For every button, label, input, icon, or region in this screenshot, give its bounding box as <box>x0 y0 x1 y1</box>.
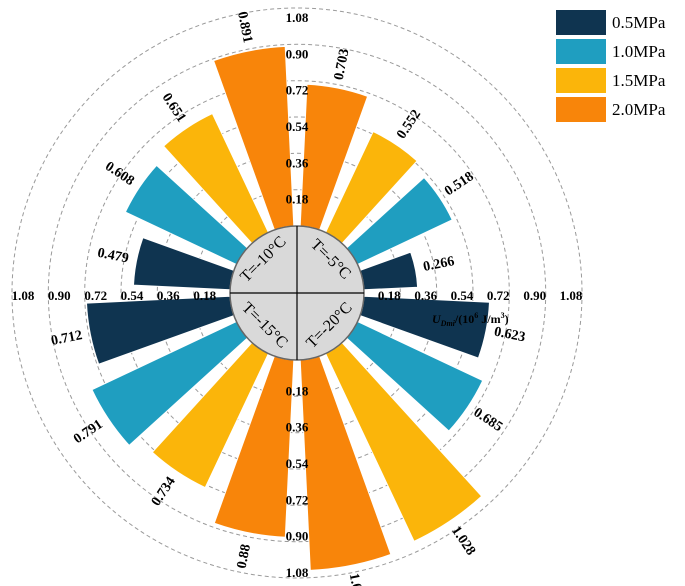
legend: 0.5MPa 1.0MPa 1.5MPa 2.0MPa <box>556 10 666 122</box>
value-label-g2-s3: 0.88 <box>235 543 254 570</box>
tick-top-1: 0.36 <box>286 155 309 170</box>
value-label-g3-s2: 1.028 <box>448 524 478 559</box>
tick-left-3: 0.72 <box>84 288 107 303</box>
radial-tick-labels: 0.18 0.18 0.18 0.18 0.36 0.36 0.36 0.36 0.54 0.54… <box>12 10 583 580</box>
legend-label-2: 1.5MPa <box>612 71 666 90</box>
tick-top-0: 0.18 <box>286 192 309 207</box>
value-label-g0-s1: 0.518 <box>442 169 477 199</box>
tick-top-4: 0.90 <box>286 46 309 61</box>
value-label-g2-s2: 0.734 <box>149 474 179 509</box>
tick-left-4: 0.90 <box>48 288 71 303</box>
value-label-g1-s1: 0.608 <box>102 159 137 189</box>
tick-right-0: 0.18 <box>378 288 401 303</box>
legend-swatch-1 <box>556 39 606 64</box>
tick-left-5: 1.08 <box>12 288 35 303</box>
value-label-g3-s0: 0.623 <box>493 325 527 346</box>
legend-swatch-3 <box>556 97 606 122</box>
grid-circle-0 <box>193 189 401 397</box>
grid-circle-4 <box>47 43 547 543</box>
value-label-g2-s1: 0.791 <box>71 417 106 447</box>
tick-bottom-3: 0.72 <box>286 492 309 507</box>
radial-axis-title: UDmi/(106 J/m3) <box>432 311 509 328</box>
legend-label-1: 1.0MPa <box>612 42 666 61</box>
bars <box>85 45 491 571</box>
legend-label-3: 2.0MPa <box>612 100 666 119</box>
tick-top-3: 0.72 <box>286 83 309 98</box>
tick-left-1: 0.36 <box>157 288 180 303</box>
tick-right-2: 0.54 <box>451 288 474 303</box>
tick-right-4: 0.90 <box>523 288 546 303</box>
tick-right-5: 1.08 <box>560 288 583 303</box>
tick-top-2: 0.54 <box>286 119 309 134</box>
grid-circle-3 <box>84 80 510 506</box>
legend-label-0: 0.5MPa <box>612 13 666 32</box>
legend-swatch-2 <box>556 68 606 93</box>
value-label-g1-s3: 0.891 <box>234 10 255 44</box>
value-label-g1-s2: 0.651 <box>159 91 189 126</box>
value-label-g2-s0: 0.712 <box>50 328 84 349</box>
tick-bottom-2: 0.54 <box>286 456 309 471</box>
tick-bottom-4: 0.90 <box>286 529 309 544</box>
value-label-g0-s3: 0.703 <box>332 48 353 82</box>
tick-bottom-1: 0.36 <box>286 420 309 435</box>
grid-circle-5 <box>11 7 583 579</box>
radial-grid <box>11 7 583 579</box>
tick-bottom-0: 0.18 <box>286 383 309 398</box>
value-label-g1-s0: 0.479 <box>96 246 130 267</box>
center-hub: T=-5°CT=-10°CT=-15°C T=-20°C <box>229 225 365 361</box>
grid-circle-1 <box>156 152 438 434</box>
tick-left-0: 0.18 <box>193 288 216 303</box>
value-label-g3-s1: 0.685 <box>470 405 505 435</box>
tick-bottom-5: 1.08 <box>286 565 309 580</box>
tick-top-5: 1.08 <box>286 10 309 25</box>
legend-swatch-0 <box>556 10 606 35</box>
grid-circle-2 <box>120 116 474 470</box>
value-label-g0-s0: 0.266 <box>422 254 456 275</box>
tick-left-2: 0.54 <box>121 288 144 303</box>
value-label-g0-s2: 0.552 <box>394 107 424 142</box>
tick-right-3: 0.72 <box>487 288 510 303</box>
tick-right-1: 0.36 <box>414 288 437 303</box>
value-label-g3-s3: 1.044 <box>346 572 367 586</box>
